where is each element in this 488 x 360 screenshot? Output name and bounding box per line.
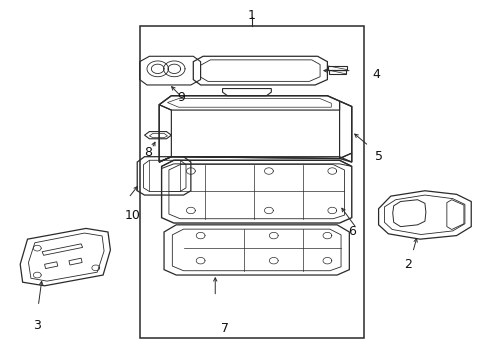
Text: 10: 10 (124, 210, 140, 222)
Text: 8: 8 (143, 145, 152, 158)
Text: 1: 1 (247, 9, 255, 22)
Text: 9: 9 (177, 91, 184, 104)
Text: 6: 6 (347, 225, 355, 238)
Text: 7: 7 (221, 322, 228, 335)
Text: 4: 4 (371, 68, 379, 81)
Text: 3: 3 (33, 319, 41, 332)
Text: 2: 2 (403, 258, 411, 271)
Bar (140, 26, 363, 338)
Text: 5: 5 (374, 150, 382, 163)
